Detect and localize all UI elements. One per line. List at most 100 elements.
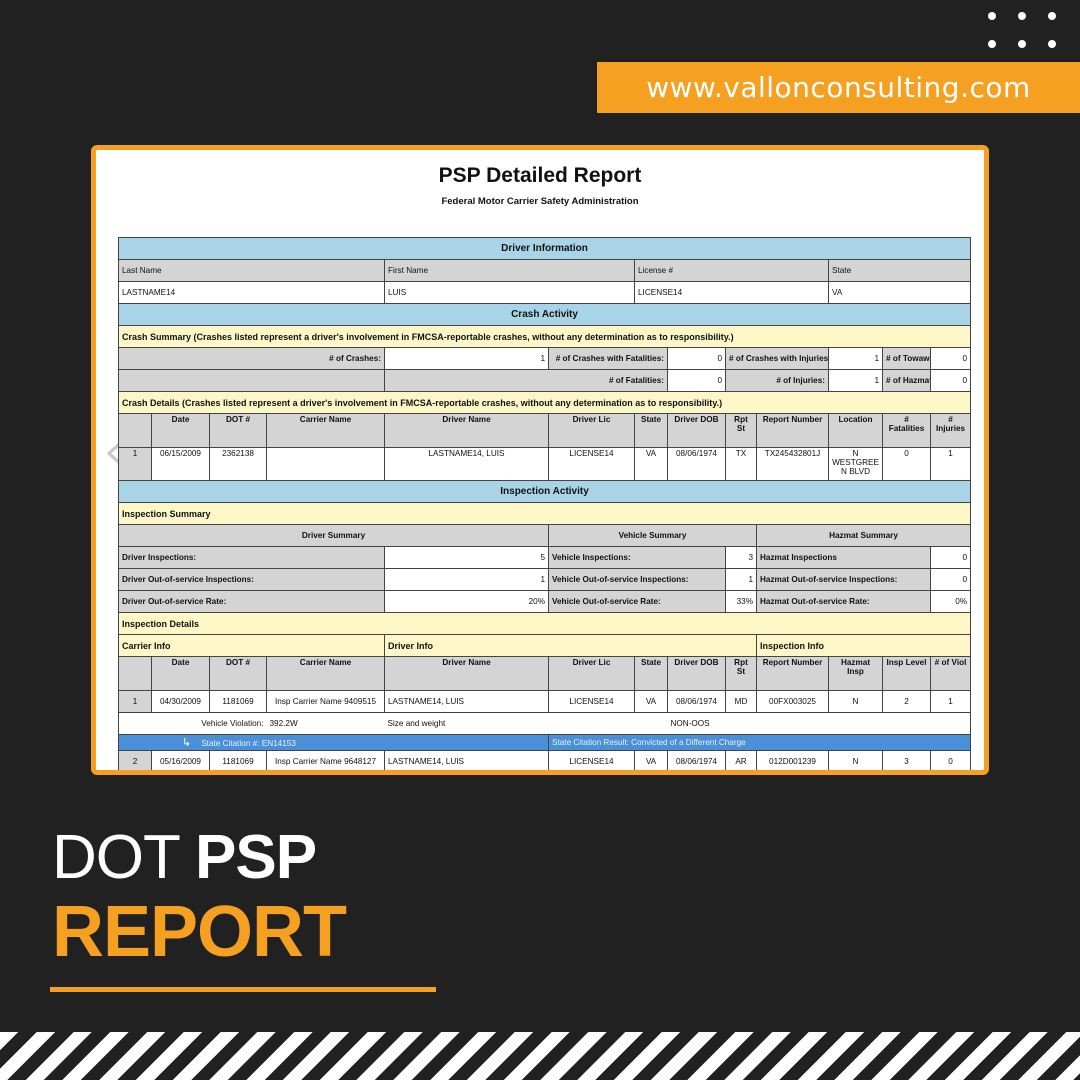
value-hazmat-oos-inspections: 0 — [929, 568, 972, 591]
label-vehicle-oos-rate: Vehicle Out-of-service Rate: — [548, 590, 726, 613]
driver-info-header: Driver Info — [384, 634, 757, 657]
label-crashes: # of Crashes: — [118, 347, 385, 370]
insp-col-index — [118, 656, 152, 691]
value-driver-oos-inspections: 1 — [384, 568, 549, 591]
violation-row: Vehicle Violation: 392.2W Size and weigh… — [118, 712, 972, 735]
insp-dot: 1181069 — [209, 750, 267, 770]
insp-date: 04/30/2009 — [151, 690, 210, 713]
crash-report-number: TX245432801J — [756, 447, 829, 481]
crash-index: 1 — [118, 447, 152, 481]
value-crashes: 1 — [384, 347, 549, 370]
report-title: PSP Detailed Report — [438, 164, 642, 187]
crash-col-fatalities: # Fatalities — [882, 413, 931, 448]
value-driver-oos-rate: 20% — [384, 590, 549, 613]
table-row: 1 04/30/2009 1181069 Insp Carrier Name 9… — [118, 690, 972, 713]
crash-col-dot: DOT # — [209, 413, 267, 448]
crash-col-driver-lic: Driver Lic — [548, 413, 635, 448]
insp-col-viol: # of Viol — [929, 656, 972, 691]
citation-row: ↳ State Citation #: EN14153 State Citatio… — [118, 734, 972, 751]
carrier-info-header: Carrier Info — [118, 634, 385, 657]
decorative-stripes — [0, 1032, 1080, 1080]
insp-carrier: Insp Carrier Name 9409515 — [266, 690, 385, 713]
insp-hazmat: N — [828, 750, 883, 770]
crash-summary-title: Crash Summary (Crashes listed represent … — [117, 325, 972, 348]
insp-hazmat: N — [828, 690, 883, 713]
value-towaways: 0 — [929, 347, 972, 370]
website-banner[interactable]: www.vallonconsulting.com — [597, 62, 1080, 113]
report-image: PSP Detailed Report Federal Motor Carrie… — [91, 145, 989, 775]
section-driver-information: Driver Information — [117, 237, 972, 260]
inspection-details-title: Inspection Details — [117, 612, 972, 635]
insp-dob: 08/06/1974 — [667, 750, 726, 770]
label-injuries: # of Injuries: — [725, 369, 829, 392]
violation-label: Vehicle Violation: — [151, 712, 267, 735]
heading-line-1: DOT PSP — [52, 822, 346, 893]
label-hazmat-oos-rate: Hazmat Out-of-service Rate: — [756, 590, 931, 613]
insp-level: 3 — [882, 750, 931, 770]
insp-driver-lic: LICENSE14 — [548, 750, 635, 770]
crash-col-location: Location — [828, 413, 883, 448]
crash-state: VA — [634, 447, 668, 481]
website-url[interactable]: www.vallonconsulting.com — [646, 71, 1031, 104]
page-heading: DOT PSP REPORT — [52, 822, 347, 973]
insp-col-rpt-st: Rpt St — [725, 656, 757, 691]
insp-index: 1 — [118, 690, 152, 713]
value-hazmat-oos-rate: 0% — [929, 590, 972, 613]
label-driver-oos-inspections: Driver Out-of-service Inspections: — [118, 568, 385, 591]
hazmat-summary-header: Hazmat Summary — [755, 524, 972, 547]
value-vehicle-oos-rate: 33% — [725, 590, 757, 613]
crash-col-dob: Driver DOB — [667, 413, 726, 448]
crash-col-carrier: Carrier Name — [266, 413, 385, 448]
label-hazmat-oos-inspections: Hazmat Out-of-service Inspections: — [756, 568, 931, 591]
citation-result: State Citation Result: Convicted of a Di… — [547, 734, 972, 751]
decorative-dots — [988, 12, 1064, 52]
crash-driver-name: LASTNAME14, LUIS — [384, 447, 549, 481]
crash-fatalities: 0 — [882, 447, 931, 481]
vehicle-summary-header: Vehicle Summary — [548, 524, 757, 547]
value-vehicle-inspections: 3 — [725, 546, 757, 569]
value-first-name: LUIS — [384, 281, 635, 304]
label-fatal-crashes: # of Crashes with Fatalities: — [548, 347, 668, 370]
section-crash-activity: Crash Activity — [117, 303, 972, 326]
insp-col-report-number: Report Number — [756, 656, 829, 691]
label-last-name: Last Name — [118, 259, 385, 282]
label-hazmat-inspections: Hazmat Inspections — [756, 546, 931, 569]
insp-state: VA — [634, 690, 668, 713]
insp-col-driver-lic: Driver Lic — [548, 656, 635, 691]
table-row: 2 05/16/2009 1181069 Insp Carrier Name 9… — [118, 750, 972, 770]
crash-dot: 2362138 — [209, 447, 267, 481]
value-vehicle-oos-inspections: 1 — [725, 568, 757, 591]
crash-date: 06/15/2009 — [151, 447, 210, 481]
section-inspection-activity: Inspection Activity — [117, 480, 972, 503]
heading-underline — [50, 987, 436, 992]
insp-driver-name: LASTNAME14, LUIS — [384, 750, 549, 770]
crash-col-injuries: # Injuries — [929, 413, 972, 448]
crash-rpt-st: TX — [725, 447, 757, 481]
insp-driver-name: LASTNAME14, LUIS — [384, 690, 549, 713]
insp-col-date: Date — [151, 656, 210, 691]
insp-report-number: 012D001239 — [756, 750, 829, 770]
insp-col-dob: Driver DOB — [667, 656, 726, 691]
label-driver-inspections: Driver Inspections: — [118, 546, 385, 569]
inspection-summary-title: Inspection Summary — [117, 502, 972, 525]
blank-cell — [118, 712, 152, 735]
value-fatal-crashes: 0 — [667, 347, 726, 370]
violation-desc: Size and weight — [384, 712, 668, 735]
crash-col-driver-name: Driver Name — [384, 413, 549, 448]
heading-dot: DOT — [52, 823, 180, 892]
heading-report: REPORT — [52, 892, 347, 972]
chevron-left-icon[interactable]: ‹ — [104, 424, 123, 478]
insp-carrier: Insp Carrier Name 9648127 — [266, 750, 385, 770]
insp-col-dot: DOT # — [209, 656, 267, 691]
label-hazmat-releases: # of Hazmat Releases: — [882, 369, 931, 392]
label-injury-crashes: # of Crashes with Injuries: — [725, 347, 829, 370]
value-license: LICENSE14 — [634, 281, 829, 304]
insp-driver-lic: LICENSE14 — [548, 690, 635, 713]
table-row: 1 06/15/2009 2362138 LASTNAME14, LUIS LI… — [118, 447, 972, 481]
value-hazmat-releases: 0 — [929, 369, 972, 392]
insp-date: 05/16/2009 — [151, 750, 210, 770]
insp-col-state: State — [634, 656, 668, 691]
insp-rpt-st: MD — [725, 690, 757, 713]
violation-code: 392.2W — [266, 712, 385, 735]
value-injuries: 1 — [828, 369, 883, 392]
